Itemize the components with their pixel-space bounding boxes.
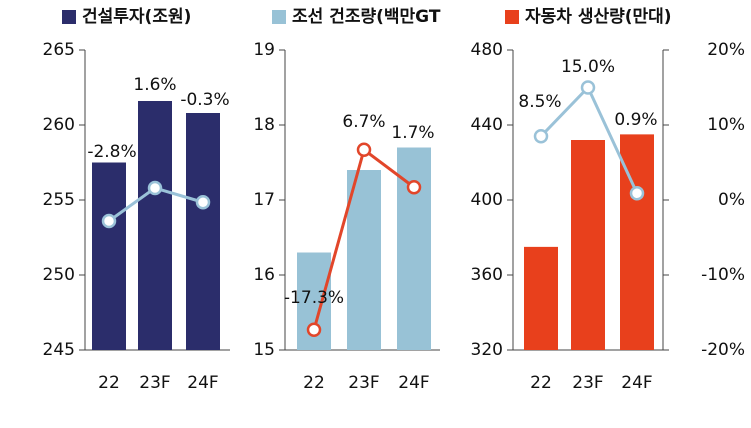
y-tick-label: 440 (471, 115, 503, 135)
bar (571, 140, 605, 350)
bar (347, 170, 381, 350)
x-tick-label: 22 (98, 373, 120, 393)
bar (92, 162, 126, 350)
data-label: 1.7% (391, 123, 434, 143)
y-tick-label: 320 (471, 340, 503, 360)
line-point (101, 213, 117, 229)
x-tick-label: 24F (187, 373, 218, 393)
bar (138, 101, 172, 350)
line-point (533, 129, 549, 144)
y-tick-label: 18 (253, 115, 275, 135)
legend-swatch (272, 10, 286, 24)
y-tick-label: 400 (471, 190, 503, 210)
legend-label: 자동차 생산량(만대) (525, 7, 672, 27)
x-tick-label: 24F (398, 373, 429, 393)
x-tick-label: 24F (621, 373, 652, 393)
bar (186, 113, 220, 350)
legend-label: 건설투자(조원) (82, 7, 191, 27)
data-label: 8.5% (518, 92, 561, 112)
data-label: -2.8% (87, 142, 136, 162)
y-tick-label: 250 (43, 265, 75, 285)
line-point (629, 186, 645, 201)
data-label: -0.3% (180, 90, 229, 110)
line-point (195, 195, 211, 210)
line-point (147, 180, 163, 196)
y-tick-label: 480 (471, 40, 503, 60)
data-label: 6.7% (342, 112, 385, 132)
y2-tick-label: 20% (707, 40, 745, 60)
data-label: 1.6% (133, 75, 176, 95)
y2-tick-label: 10% (707, 115, 745, 135)
bar (524, 246, 558, 350)
y-tick-label: 16 (253, 265, 275, 285)
line-point (306, 322, 322, 337)
y-tick-label: 255 (43, 190, 75, 210)
x-tick-label: 23F (139, 373, 170, 393)
data-label: 15.0% (561, 57, 615, 77)
line-point (406, 180, 422, 195)
y-tick-label: 19 (253, 40, 275, 60)
data-label: -17.3% (284, 288, 344, 308)
data-label: 0.9% (614, 110, 657, 130)
y-tick-label: 360 (471, 265, 503, 285)
y-tick-label: 265 (43, 40, 75, 60)
y2-tick-label: -10% (701, 265, 745, 285)
legend-swatch (505, 10, 519, 24)
y-tick-label: 260 (43, 115, 75, 135)
line-point (580, 80, 596, 95)
y-tick-label: 245 (43, 340, 75, 360)
y-tick-label: 17 (253, 190, 275, 210)
y2-tick-label: -20% (701, 340, 745, 360)
y-tick-label: 15 (253, 340, 275, 360)
legend-label: 조선 건조량(백만GT (292, 7, 441, 27)
x-tick-label: 22 (530, 373, 552, 393)
y2-tick-label: 0% (718, 190, 745, 210)
x-tick-label: 23F (348, 373, 379, 393)
x-tick-label: 22 (303, 373, 325, 393)
x-tick-label: 23F (572, 373, 603, 393)
legend-swatch (62, 10, 76, 24)
line-point (356, 142, 372, 157)
